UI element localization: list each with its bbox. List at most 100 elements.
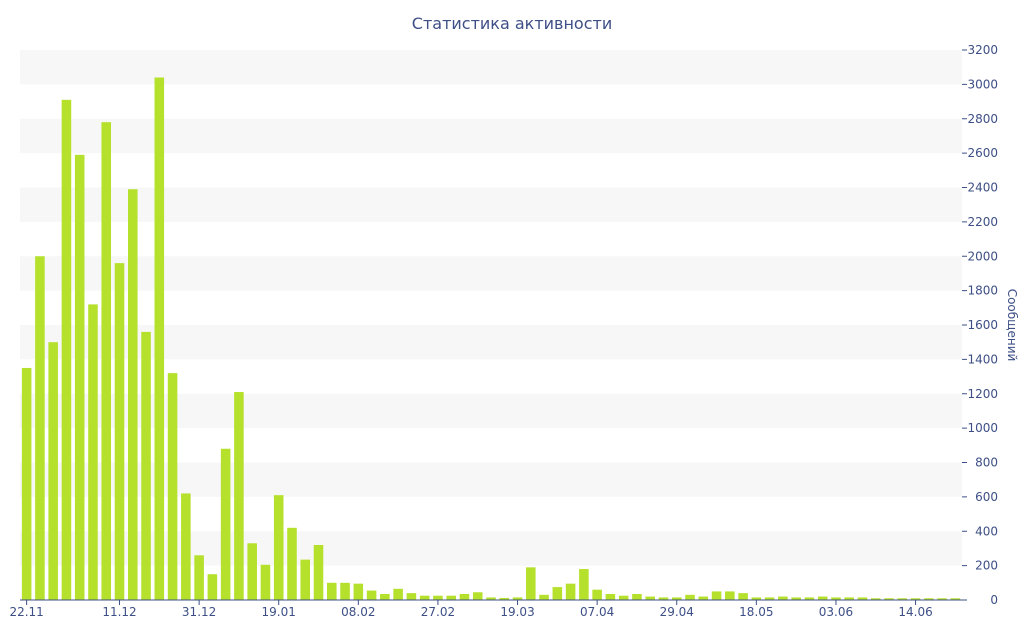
bar[interactable] — [234, 392, 244, 600]
bar[interactable] — [618, 595, 629, 600]
bar[interactable] — [380, 593, 390, 600]
bar[interactable] — [698, 596, 709, 600]
bar[interactable] — [910, 598, 921, 600]
bar[interactable] — [751, 597, 762, 600]
bar[interactable] — [353, 583, 364, 600]
bar[interactable] — [273, 495, 284, 600]
bar[interactable] — [526, 567, 536, 600]
bar[interactable] — [552, 587, 563, 600]
bar[interactable] — [220, 448, 231, 600]
bar[interactable] — [817, 596, 828, 600]
bar[interactable] — [287, 527, 297, 600]
bar[interactable] — [658, 597, 669, 600]
y-tick-label: 2200 — [967, 215, 998, 229]
y-tick-label: 800 — [975, 456, 998, 470]
bar[interactable] — [327, 582, 337, 600]
grid-band — [20, 325, 962, 360]
bar[interactable] — [141, 331, 151, 601]
y-tick-label: 1000 — [967, 421, 998, 435]
bar[interactable] — [35, 256, 45, 600]
bar[interactable] — [857, 597, 868, 600]
bar[interactable] — [499, 597, 510, 600]
bar[interactable] — [632, 593, 642, 600]
y-tick-label: 2800 — [967, 112, 998, 126]
bar[interactable] — [459, 593, 470, 600]
bar[interactable] — [764, 597, 775, 600]
bar[interactable] — [114, 263, 125, 601]
x-tick-label: 29.04 — [660, 605, 694, 619]
bar[interactable] — [433, 595, 443, 600]
bar[interactable] — [406, 593, 417, 601]
bar[interactable] — [61, 99, 72, 600]
bar[interactable] — [937, 598, 947, 600]
bar[interactable] — [579, 569, 589, 600]
bar[interactable] — [167, 373, 178, 601]
bar[interactable] — [88, 304, 98, 601]
bar[interactable] — [393, 588, 403, 600]
x-axis-ticks: 22.11 11.12 31.12 19.01 08.02 27.02 19.03 07.04… — [9, 600, 933, 619]
y-tick-label: 3000 — [967, 77, 998, 91]
chart-title: Статистика активности — [411, 14, 613, 33]
bar[interactable] — [831, 597, 841, 600]
y-tick-label: 1400 — [967, 352, 998, 366]
bar[interactable] — [804, 597, 815, 600]
x-tick-label: 11.12 — [102, 605, 136, 619]
x-tick-label: 08.02 — [341, 605, 375, 619]
bar[interactable] — [74, 154, 85, 600]
bar[interactable] — [844, 597, 854, 600]
x-tick-label: 19.03 — [500, 605, 534, 619]
bar[interactable] — [778, 596, 788, 600]
y-tick-label: 3200 — [967, 43, 998, 57]
bar[interactable] — [472, 592, 483, 600]
grid-band — [20, 187, 962, 222]
bar[interactable] — [685, 594, 695, 600]
bar[interactable] — [181, 493, 191, 600]
bar[interactable] — [366, 590, 377, 600]
bar[interactable] — [101, 122, 112, 600]
bar[interactable] — [725, 591, 735, 600]
y-tick-label: 1600 — [967, 318, 998, 332]
bar[interactable] — [565, 583, 576, 600]
bar[interactable] — [340, 582, 350, 600]
y-tick-label: 2600 — [967, 146, 998, 160]
x-tick-label: 27.02 — [421, 605, 455, 619]
bar[interactable] — [738, 593, 748, 601]
bar[interactable] — [711, 591, 722, 600]
bar[interactable] — [870, 598, 881, 600]
bar[interactable] — [247, 543, 257, 600]
bar[interactable] — [313, 545, 324, 600]
bar[interactable] — [950, 598, 961, 600]
y-tick-label: 200 — [975, 559, 998, 573]
bar[interactable] — [884, 598, 894, 600]
bar[interactable] — [260, 564, 271, 600]
bar[interactable] — [300, 559, 311, 600]
bar[interactable] — [446, 595, 456, 600]
bar[interactable] — [791, 597, 801, 600]
x-tick-label: 31.12 — [182, 605, 216, 619]
bar[interactable] — [897, 598, 908, 600]
bar[interactable] — [194, 555, 204, 600]
bar[interactable] — [21, 367, 32, 600]
bar[interactable] — [419, 595, 430, 600]
bar[interactable] — [924, 598, 934, 600]
y-tick-label: 1800 — [967, 284, 998, 298]
bar[interactable] — [539, 594, 549, 600]
y-tick-label: 1200 — [967, 387, 998, 401]
bar[interactable] — [48, 342, 58, 600]
bar[interactable] — [512, 597, 523, 600]
bar[interactable] — [605, 593, 616, 600]
grid-band — [20, 50, 962, 85]
x-tick-label: 22.11 — [9, 605, 43, 619]
bar[interactable] — [592, 589, 602, 600]
bar[interactable] — [154, 77, 165, 601]
grid-band — [20, 118, 962, 154]
bar[interactable] — [645, 596, 655, 600]
bars — [21, 77, 961, 601]
bar[interactable] — [486, 597, 496, 600]
bar[interactable] — [207, 574, 218, 600]
bar[interactable] — [128, 189, 138, 600]
y-tick-label: 400 — [975, 524, 998, 538]
bar[interactable] — [671, 597, 682, 600]
x-tick-label: 07.04 — [580, 605, 614, 619]
